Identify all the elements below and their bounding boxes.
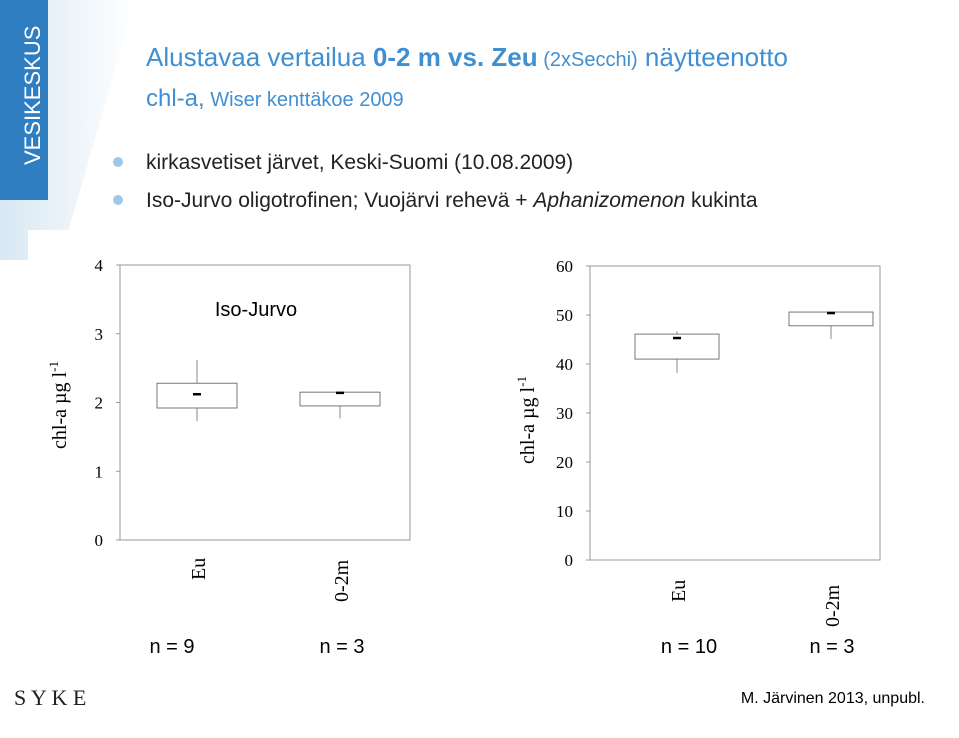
- y-axis-label: chl-a µg l-1: [46, 361, 71, 449]
- y-axis-label-text: chl-a µg l: [49, 371, 71, 448]
- y-tick-label: 40: [556, 355, 573, 374]
- y-axis-label-text: chl-a µg l: [517, 386, 539, 463]
- bullet-dot: [113, 195, 123, 205]
- side-label: VESIKESKUS: [20, 26, 45, 165]
- box: [299, 391, 381, 407]
- box: [156, 382, 238, 409]
- y-axis-label: chl-a µg l-1: [514, 376, 539, 464]
- credit: M. Järvinen 2013, unpubl.: [741, 690, 925, 707]
- side-strip: [0, 0, 48, 200]
- bullet: kirkasvetiset järvet, Keski-Suomi (10.08…: [146, 151, 573, 174]
- y-tick-label: 2: [95, 394, 104, 413]
- x-tick-label: 0-2m: [822, 584, 844, 627]
- y-axis-label-sup: -1: [514, 376, 529, 387]
- count-label: n = 9: [149, 636, 194, 658]
- title: Alustavaa vertailua 0-2 m vs. Zeu (2xSec…: [146, 42, 788, 72]
- y-tick-label: 1: [95, 462, 104, 481]
- y-tick-label: 0: [565, 551, 574, 570]
- count-label: n = 10: [661, 636, 717, 658]
- x-tick-label: 0-2m: [331, 559, 353, 602]
- chart-title: Iso-Jurvo: [215, 299, 297, 321]
- count-label: n = 3: [319, 636, 364, 658]
- y-tick-label: 4: [95, 256, 104, 275]
- y-tick-label: 30: [556, 404, 573, 423]
- bullet-dot: [113, 157, 123, 167]
- x-tick-label: Eu: [668, 580, 690, 602]
- count-label: n = 3: [809, 636, 854, 658]
- y-axis-label-sup: -1: [46, 361, 61, 372]
- bullet: Iso-Jurvo oligotrofinen; Vuojärvi rehevä…: [146, 189, 758, 212]
- y-tick-label: 10: [556, 502, 573, 521]
- y-tick-label: 0: [95, 531, 104, 550]
- subtitle: chl-a, Wiser kenttäkoe 2009: [146, 85, 404, 112]
- chart-area: [28, 230, 890, 680]
- x-tick-label: Eu: [188, 558, 210, 580]
- y-tick-label: 50: [556, 306, 573, 325]
- y-tick-label: 3: [95, 325, 104, 344]
- logo: S Y K E: [14, 685, 86, 710]
- y-tick-label: 20: [556, 453, 573, 472]
- y-tick-label: 60: [556, 257, 573, 276]
